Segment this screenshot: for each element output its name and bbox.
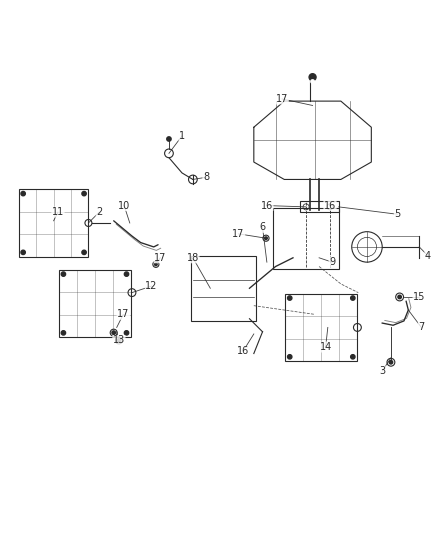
Text: 2: 2 — [96, 207, 102, 217]
Text: 3: 3 — [379, 366, 385, 376]
Text: 16: 16 — [324, 200, 336, 211]
Circle shape — [351, 296, 355, 300]
Text: 15: 15 — [413, 292, 425, 302]
Text: 8: 8 — [203, 172, 209, 182]
Circle shape — [309, 74, 316, 80]
Circle shape — [265, 237, 267, 239]
Circle shape — [311, 80, 314, 83]
Text: 11: 11 — [52, 207, 64, 217]
Circle shape — [155, 263, 157, 265]
Text: 1: 1 — [179, 131, 185, 141]
Circle shape — [21, 250, 25, 255]
Text: 17: 17 — [117, 309, 130, 319]
Text: 17: 17 — [276, 94, 288, 104]
Circle shape — [288, 354, 292, 359]
Text: 18: 18 — [187, 253, 199, 263]
Text: 12: 12 — [145, 281, 158, 291]
Circle shape — [61, 272, 66, 276]
Circle shape — [117, 339, 120, 342]
Circle shape — [288, 296, 292, 300]
Text: 9: 9 — [329, 257, 335, 267]
Circle shape — [124, 272, 129, 276]
Text: 5: 5 — [394, 209, 401, 219]
Text: 17: 17 — [154, 253, 166, 263]
Circle shape — [167, 137, 171, 141]
Text: 7: 7 — [418, 322, 424, 333]
Circle shape — [351, 354, 355, 359]
Text: 14: 14 — [319, 342, 332, 352]
Circle shape — [398, 295, 401, 298]
Circle shape — [112, 331, 116, 334]
Text: 16: 16 — [261, 200, 273, 211]
Text: 16: 16 — [237, 346, 249, 357]
Circle shape — [61, 330, 66, 335]
Circle shape — [124, 330, 129, 335]
Circle shape — [389, 360, 392, 364]
Text: 13: 13 — [113, 335, 125, 345]
Circle shape — [82, 250, 86, 255]
Circle shape — [82, 191, 86, 196]
Text: 4: 4 — [425, 251, 431, 261]
Text: 10: 10 — [118, 200, 130, 211]
Text: 6: 6 — [259, 222, 265, 232]
Text: 17: 17 — [233, 229, 245, 239]
Circle shape — [21, 191, 25, 196]
